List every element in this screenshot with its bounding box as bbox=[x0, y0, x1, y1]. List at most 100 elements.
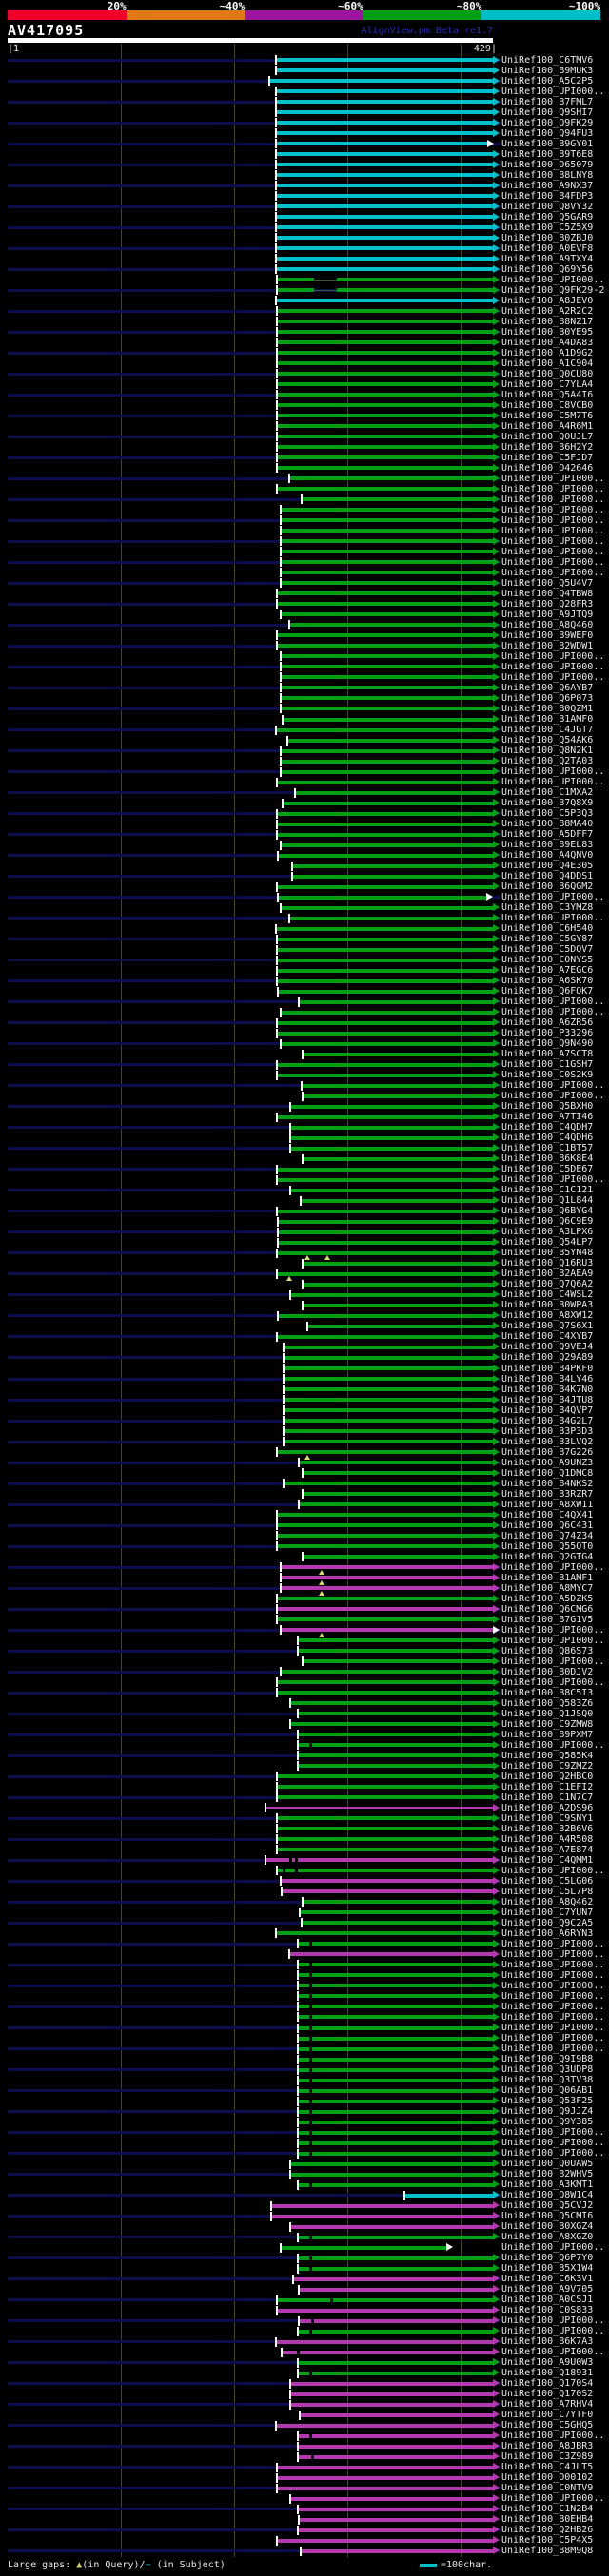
hit-row[interactable]: UniRef100_C1EFI2 bbox=[0, 1782, 609, 1792]
hit-row[interactable]: UniRef100_B4FDP3 bbox=[0, 191, 609, 202]
hit-accession-label[interactable]: UniRef100_C9SNY1 bbox=[501, 1812, 594, 1824]
hit-accession-label[interactable]: UniRef100_A5DFF7 bbox=[501, 829, 594, 841]
hit-accession-label[interactable]: UniRef100_B0QZM1 bbox=[501, 703, 594, 714]
hit-accession-label[interactable]: UniRef100_Q8VY32 bbox=[501, 201, 594, 212]
hit-accession-label[interactable]: UniRef100_B2B6V6 bbox=[501, 1823, 594, 1834]
hit-accession-label[interactable]: UniRef100_UPI000.. bbox=[501, 2347, 605, 2358]
hit-accession-label[interactable]: UniRef100_C8VCB0 bbox=[501, 399, 594, 411]
hit-row[interactable]: UniRef100_B4QVP7 bbox=[0, 1405, 609, 1416]
hit-row[interactable]: UniRef100_A0EVF8 bbox=[0, 243, 609, 254]
hit-row[interactable]: UniRef100_C4WSL2 bbox=[0, 1289, 609, 1300]
hit-accession-label[interactable]: UniRef100_B1AMF1 bbox=[501, 1572, 594, 1583]
hit-accession-label[interactable]: UniRef100_UPI000.. bbox=[501, 274, 605, 285]
hit-row[interactable]: UniRef100_Q6AYB7 bbox=[0, 683, 609, 693]
hit-row[interactable]: UniRef100_B5X1W4 bbox=[0, 2263, 609, 2274]
hit-accession-label[interactable]: UniRef100_A9UNZ3 bbox=[501, 1457, 594, 1468]
hit-row[interactable]: UniRef100_UPI000.. bbox=[0, 2431, 609, 2441]
hit-accession-label[interactable]: UniRef100_UPI000.. bbox=[501, 2001, 605, 2012]
hit-accession-label[interactable]: UniRef100_Q170S4 bbox=[501, 2378, 594, 2390]
hit-row[interactable]: UniRef100_UPI000.. bbox=[0, 2033, 609, 2043]
hit-accession-label[interactable]: UniRef100_B3LVQ2 bbox=[501, 1436, 594, 1447]
hit-accession-label[interactable]: UniRef100_C1N7C7 bbox=[501, 1792, 594, 1803]
hit-accession-label[interactable]: UniRef100_UPI000.. bbox=[501, 1656, 605, 1667]
hit-accession-label[interactable]: UniRef100_B7G1V5 bbox=[501, 1614, 594, 1625]
hit-row[interactable]: UniRef100_B8NZ17 bbox=[0, 317, 609, 327]
hit-accession-label[interactable]: UniRef100_A4QNV0 bbox=[501, 850, 594, 862]
hit-accession-label[interactable]: UniRef100_B6K8E4 bbox=[501, 1153, 594, 1165]
hit-row[interactable]: UniRef100_Q1JSQ0 bbox=[0, 1709, 609, 1719]
hit-row[interactable]: UniRef100_B3LVQ2 bbox=[0, 1437, 609, 1447]
hit-row[interactable]: UniRef100_B9PXM7 bbox=[0, 1730, 609, 1740]
hit-row[interactable]: UniRef100_Q54AK6 bbox=[0, 735, 609, 746]
hit-accession-label[interactable]: UniRef100_C5P3Q3 bbox=[501, 808, 594, 820]
hit-accession-label[interactable]: UniRef100_Q54LP7 bbox=[501, 1237, 594, 1249]
hit-row[interactable]: UniRef100_A5DZK5 bbox=[0, 1594, 609, 1604]
hit-row[interactable]: UniRef100_B4LY46 bbox=[0, 1374, 609, 1385]
hit-row[interactable]: UniRef100_C6K3V1 bbox=[0, 2274, 609, 2284]
hit-accession-label[interactable]: UniRef100_UPI000.. bbox=[501, 661, 605, 672]
hit-accession-label[interactable]: UniRef100_Q6BYG4 bbox=[501, 1206, 594, 1217]
hit-accession-label[interactable]: UniRef100_UPI000.. bbox=[501, 483, 605, 494]
hit-accession-label[interactable]: UniRef100_A6ZR56 bbox=[501, 1017, 594, 1029]
hit-row[interactable]: UniRef100_Q29A89 bbox=[0, 1352, 609, 1363]
hit-accession-label[interactable]: UniRef100_B3P3D3 bbox=[501, 1425, 594, 1437]
hit-accession-label[interactable]: UniRef100_A1D9G2 bbox=[501, 347, 594, 358]
hit-row[interactable]: UniRef100_UPI000.. bbox=[0, 1949, 609, 1960]
hit-accession-label[interactable]: UniRef100_Q5CMI6 bbox=[501, 2211, 594, 2222]
hit-row[interactable]: UniRef100_A9U0W3 bbox=[0, 2357, 609, 2368]
hit-accession-label[interactable]: UniRef100_Q9N490 bbox=[501, 1038, 594, 1050]
hit-accession-label[interactable]: UniRef100_Q5CVJ2 bbox=[501, 2200, 594, 2212]
hit-accession-label[interactable]: UniRef100_Q74Z34 bbox=[501, 1530, 594, 1541]
hit-row[interactable]: UniRef100_A1C904 bbox=[0, 358, 609, 369]
hit-accession-label[interactable]: UniRef100_O42646 bbox=[501, 462, 594, 474]
hit-row[interactable]: UniRef100_B7Q8X9 bbox=[0, 798, 609, 808]
hit-row[interactable]: UniRef100_C5M7T6 bbox=[0, 411, 609, 421]
hit-row[interactable]: UniRef100_Q9FK29 bbox=[0, 118, 609, 128]
hit-row[interactable]: UniRef100_Q6BYG4 bbox=[0, 1206, 609, 1216]
hit-accession-label[interactable]: UniRef100_Q9I9B8 bbox=[501, 2054, 594, 2065]
hit-row[interactable]: UniRef100_UPI000.. bbox=[0, 1091, 609, 1101]
hit-row[interactable]: UniRef100_B9T6E8 bbox=[0, 149, 609, 160]
hit-row[interactable]: UniRef100_A8JBR3 bbox=[0, 2441, 609, 2451]
hit-accession-label[interactable]: UniRef100_A7E874 bbox=[501, 1844, 594, 1855]
hit-accession-label[interactable]: UniRef100_B0EHB4 bbox=[501, 2514, 594, 2526]
hit-accession-label[interactable]: UniRef100_UPI000.. bbox=[501, 1739, 605, 1751]
hit-accession-label[interactable]: UniRef100_Q06AB1 bbox=[501, 2085, 594, 2097]
hit-accession-label[interactable]: UniRef100_UPI000.. bbox=[501, 525, 605, 536]
hit-row[interactable]: UniRef100_UPI000.. bbox=[0, 2347, 609, 2357]
hit-row[interactable]: UniRef100_C5P4X5 bbox=[0, 2535, 609, 2546]
hit-row[interactable]: UniRef100_C9SNY1 bbox=[0, 1813, 609, 1824]
hit-row[interactable]: UniRef100_Q1L844 bbox=[0, 1195, 609, 1206]
hit-row[interactable]: UniRef100_UPI000.. bbox=[0, 1562, 609, 1575]
hit-row[interactable]: UniRef100_C4QDH6 bbox=[0, 1133, 609, 1143]
hit-row[interactable]: UniRef100_B0XGZ4 bbox=[0, 2221, 609, 2232]
hit-row[interactable]: UniRef100_UPI000.. bbox=[0, 526, 609, 536]
hit-accession-label[interactable]: UniRef100_Q2HBC0 bbox=[501, 1771, 594, 1782]
hit-accession-label[interactable]: UniRef100_A8XW11 bbox=[501, 1499, 594, 1510]
hit-accession-label[interactable]: UniRef100_B5X1W4 bbox=[501, 2263, 594, 2275]
hit-row[interactable]: UniRef100_A3LPX6 bbox=[0, 1227, 609, 1237]
hit-row[interactable]: UniRef100_UPI000.. bbox=[0, 2023, 609, 2033]
hit-row[interactable]: UniRef100_Q69Y56 bbox=[0, 264, 609, 275]
hit-accession-label[interactable]: UniRef100_A2DS96 bbox=[501, 1802, 594, 1813]
hit-accession-label[interactable]: UniRef100_C4QX41 bbox=[501, 1509, 594, 1520]
hit-accession-label[interactable]: UniRef100_UPI000.. bbox=[501, 86, 605, 97]
hit-row[interactable]: UniRef100_B2WHV5 bbox=[0, 2169, 609, 2179]
hit-row[interactable]: UniRef100_B3P3D3 bbox=[0, 1426, 609, 1437]
hit-row[interactable]: UniRef100_A8XGZ0 bbox=[0, 2232, 609, 2242]
hit-accession-label[interactable]: UniRef100_A8Q460 bbox=[501, 619, 594, 630]
hit-row[interactable]: UniRef100_C7YTF0 bbox=[0, 2410, 609, 2420]
hit-accession-label[interactable]: UniRef100_Q86S73 bbox=[501, 1645, 594, 1656]
hit-row[interactable]: UniRef100_Q16RU3 bbox=[0, 1258, 609, 1269]
hit-accession-label[interactable]: UniRef100_Q9SHI7 bbox=[501, 107, 594, 118]
hit-accession-label[interactable]: UniRef100_B4JTU8 bbox=[501, 1394, 594, 1405]
hit-row[interactable]: UniRef100_C5GHQ5 bbox=[0, 2420, 609, 2431]
hit-row[interactable]: UniRef100_UPI000.. bbox=[0, 892, 609, 902]
hit-row[interactable]: UniRef100_C4XYB7 bbox=[0, 1331, 609, 1342]
hit-accession-label[interactable]: UniRef100_B4PKF0 bbox=[501, 1363, 594, 1374]
hit-accession-label[interactable]: UniRef100_B8MA40 bbox=[501, 819, 594, 830]
hit-accession-label[interactable]: UniRef100_Q4DDS1 bbox=[501, 871, 594, 882]
hit-row[interactable]: UniRef100_C5P3Q3 bbox=[0, 808, 609, 819]
hit-accession-label[interactable]: UniRef100_B7G226 bbox=[501, 1446, 594, 1458]
hit-accession-label[interactable]: UniRef100_Q16RU3 bbox=[501, 1258, 594, 1269]
